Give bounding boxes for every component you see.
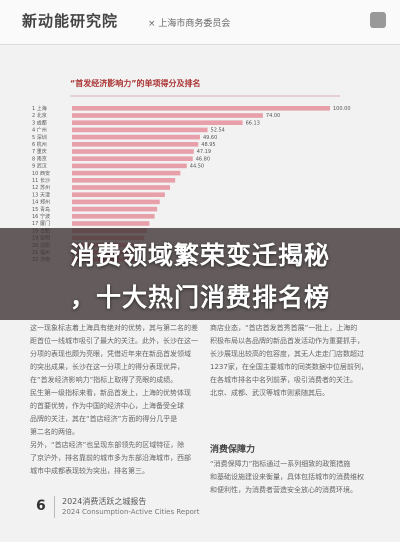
bar (72, 120, 243, 125)
logo-text: 新动能研究院 (22, 12, 119, 30)
y-tick-label: 14 郑州 (32, 199, 50, 206)
bar (72, 185, 171, 190)
text-line: 另外，“首店经济”也呈现东部领先的区域特征，除 (30, 441, 185, 449)
bar (72, 192, 165, 197)
report-title-en: 2024 Consumption-Active Cities Report (62, 508, 200, 516)
value-label: 74.00 (266, 113, 280, 119)
text-line: 北京、成都、武汉等城市则紧随其后。 (210, 389, 329, 397)
bar (72, 170, 181, 176)
text-line: 的突出成果，长沙在这一分项上的得分表现优异， (30, 363, 184, 371)
left-column: 这一现象标志着上海具有绝对的优势，其与第二名的差 距首位一线城市吸引了最大的关注。… (30, 322, 198, 478)
partner-text: × 上海市商务委员会 (148, 19, 231, 29)
overlay-title-line: 消费领域繁荣变迁揭秘 (69, 241, 330, 270)
value-label: 49.60 (203, 135, 217, 141)
report-title: 2024消费活跃之城报告 (62, 497, 147, 506)
y-tick-label: 10 西安 (32, 170, 50, 177)
text-line: 了京沪外，排名靠前的城市多为东部沿海城市，西部 (30, 454, 191, 462)
footer-divider (54, 496, 55, 518)
value-label: 44.50 (190, 164, 204, 170)
text-line: 1237家，在全国主要城市的同类数据中位居前列， (210, 363, 368, 371)
overlay-title-line: ，十大热门消费排名榜 (69, 283, 330, 312)
bar (72, 163, 187, 169)
y-tick-label: 1 上海 (32, 105, 47, 112)
y-tick-label: 15 青岛 (32, 206, 50, 213)
bar (72, 206, 158, 212)
value-label: 48.95 (201, 142, 215, 148)
text-line: “消费保障力”指标通过一系列细致的政策措施 (210, 460, 351, 468)
text-line: 这一现象标志着上海具有绝对的优势，其与第二名的差 (30, 324, 198, 332)
bar (72, 142, 199, 147)
text-line: 品牌的关注，其在“首店经济”方面的得分几乎是 (30, 415, 178, 423)
header: 新动能研究院 × 上海市商务委员会 (0, 0, 400, 45)
right-column: 商店业态，“首店首发首秀首展”一批上，上海的 积极布局以各品牌的新品首发活动作为重… (210, 322, 378, 400)
value-label: 46.80 (196, 156, 210, 162)
partner-logo (370, 12, 386, 28)
bar (72, 221, 150, 226)
bar (72, 113, 263, 118)
y-tick-label: 16 宁波 (32, 213, 50, 220)
bar (72, 134, 200, 140)
y-tick-label: 11 长沙 (32, 177, 50, 184)
text-line: 长沙展现出较高的包容度，其无人走走门店数超过 (210, 350, 364, 358)
text-line: 在“首发经济影响力”指标上取得了亮眼的成绩。 (30, 376, 178, 384)
text-line: 和基础设施建设来衡量，具体包括城市的消费维权 (210, 473, 364, 481)
text-line: 民生第一级指标来看，新品首发上，上海的优势体现 (30, 389, 191, 397)
bar (72, 149, 194, 154)
page-number: 6 (36, 498, 46, 514)
y-tick-label: 9 武汉 (32, 163, 47, 170)
bar (72, 106, 330, 111)
y-tick-label: 12 苏州 (32, 184, 50, 191)
text-line: 商店业态，“首店首发首秀首展”一批上，上海的 (210, 324, 358, 332)
value-label: 100.00 (333, 106, 351, 112)
bar (72, 178, 176, 183)
y-tick-label: 5 深圳 (32, 134, 47, 141)
y-tick-label: 7 重庆 (32, 148, 47, 155)
bar (72, 199, 160, 205)
value-label: 66.13 (246, 120, 260, 126)
bar (72, 214, 155, 219)
y-tick-label: 3 成都 (32, 119, 47, 126)
right-column-2: “消费保障力”指标通过一系列细致的政策措施和基础设施建设来衡量，具体包括城市的消… (210, 458, 378, 497)
value-label: 52.54 (211, 128, 225, 134)
text-line: 和便利性，为消费者营造安全放心的消费环境。 (210, 486, 357, 494)
bar (72, 127, 208, 133)
y-tick-label: 13 天津 (32, 191, 50, 198)
text-line: 分项的表现也颇为亮眼，凭借近年来在新品首发领域 (30, 350, 191, 358)
value-label: 47.19 (197, 149, 211, 155)
text-line: 第二名的两倍。 (30, 428, 79, 436)
text-line: 城市中成都表现较为突出，排名第三。 (30, 467, 149, 475)
text-line: 距首位一线城市吸引了最大的关注。此外，长沙在这一 (30, 337, 198, 345)
bar (72, 156, 193, 161)
text-line: 在各城市排名中名列前茅，吸引消费者的关注。 (210, 376, 357, 384)
chart-title: “首发经济影响力”的单项得分及排名 (70, 78, 201, 88)
y-tick-label: 2 北京 (32, 112, 47, 119)
overlay-band: 消费领域繁荣变迁揭秘 ，十大热门消费排名榜 (0, 228, 400, 320)
y-tick-label: 6 杭州 (32, 141, 47, 148)
text-line: 的首要优势，作为中国的经济中心，上海备受全球 (30, 402, 184, 410)
y-tick-label: 17 厦门 (32, 220, 50, 227)
section-heading: 消费保障力 (210, 445, 256, 455)
y-tick-label: 8 南京 (32, 155, 47, 162)
text-line: 积极布局以各品牌的新品首发活动作为重要抓手， (210, 337, 364, 345)
y-tick-label: 4 广州 (32, 127, 47, 134)
